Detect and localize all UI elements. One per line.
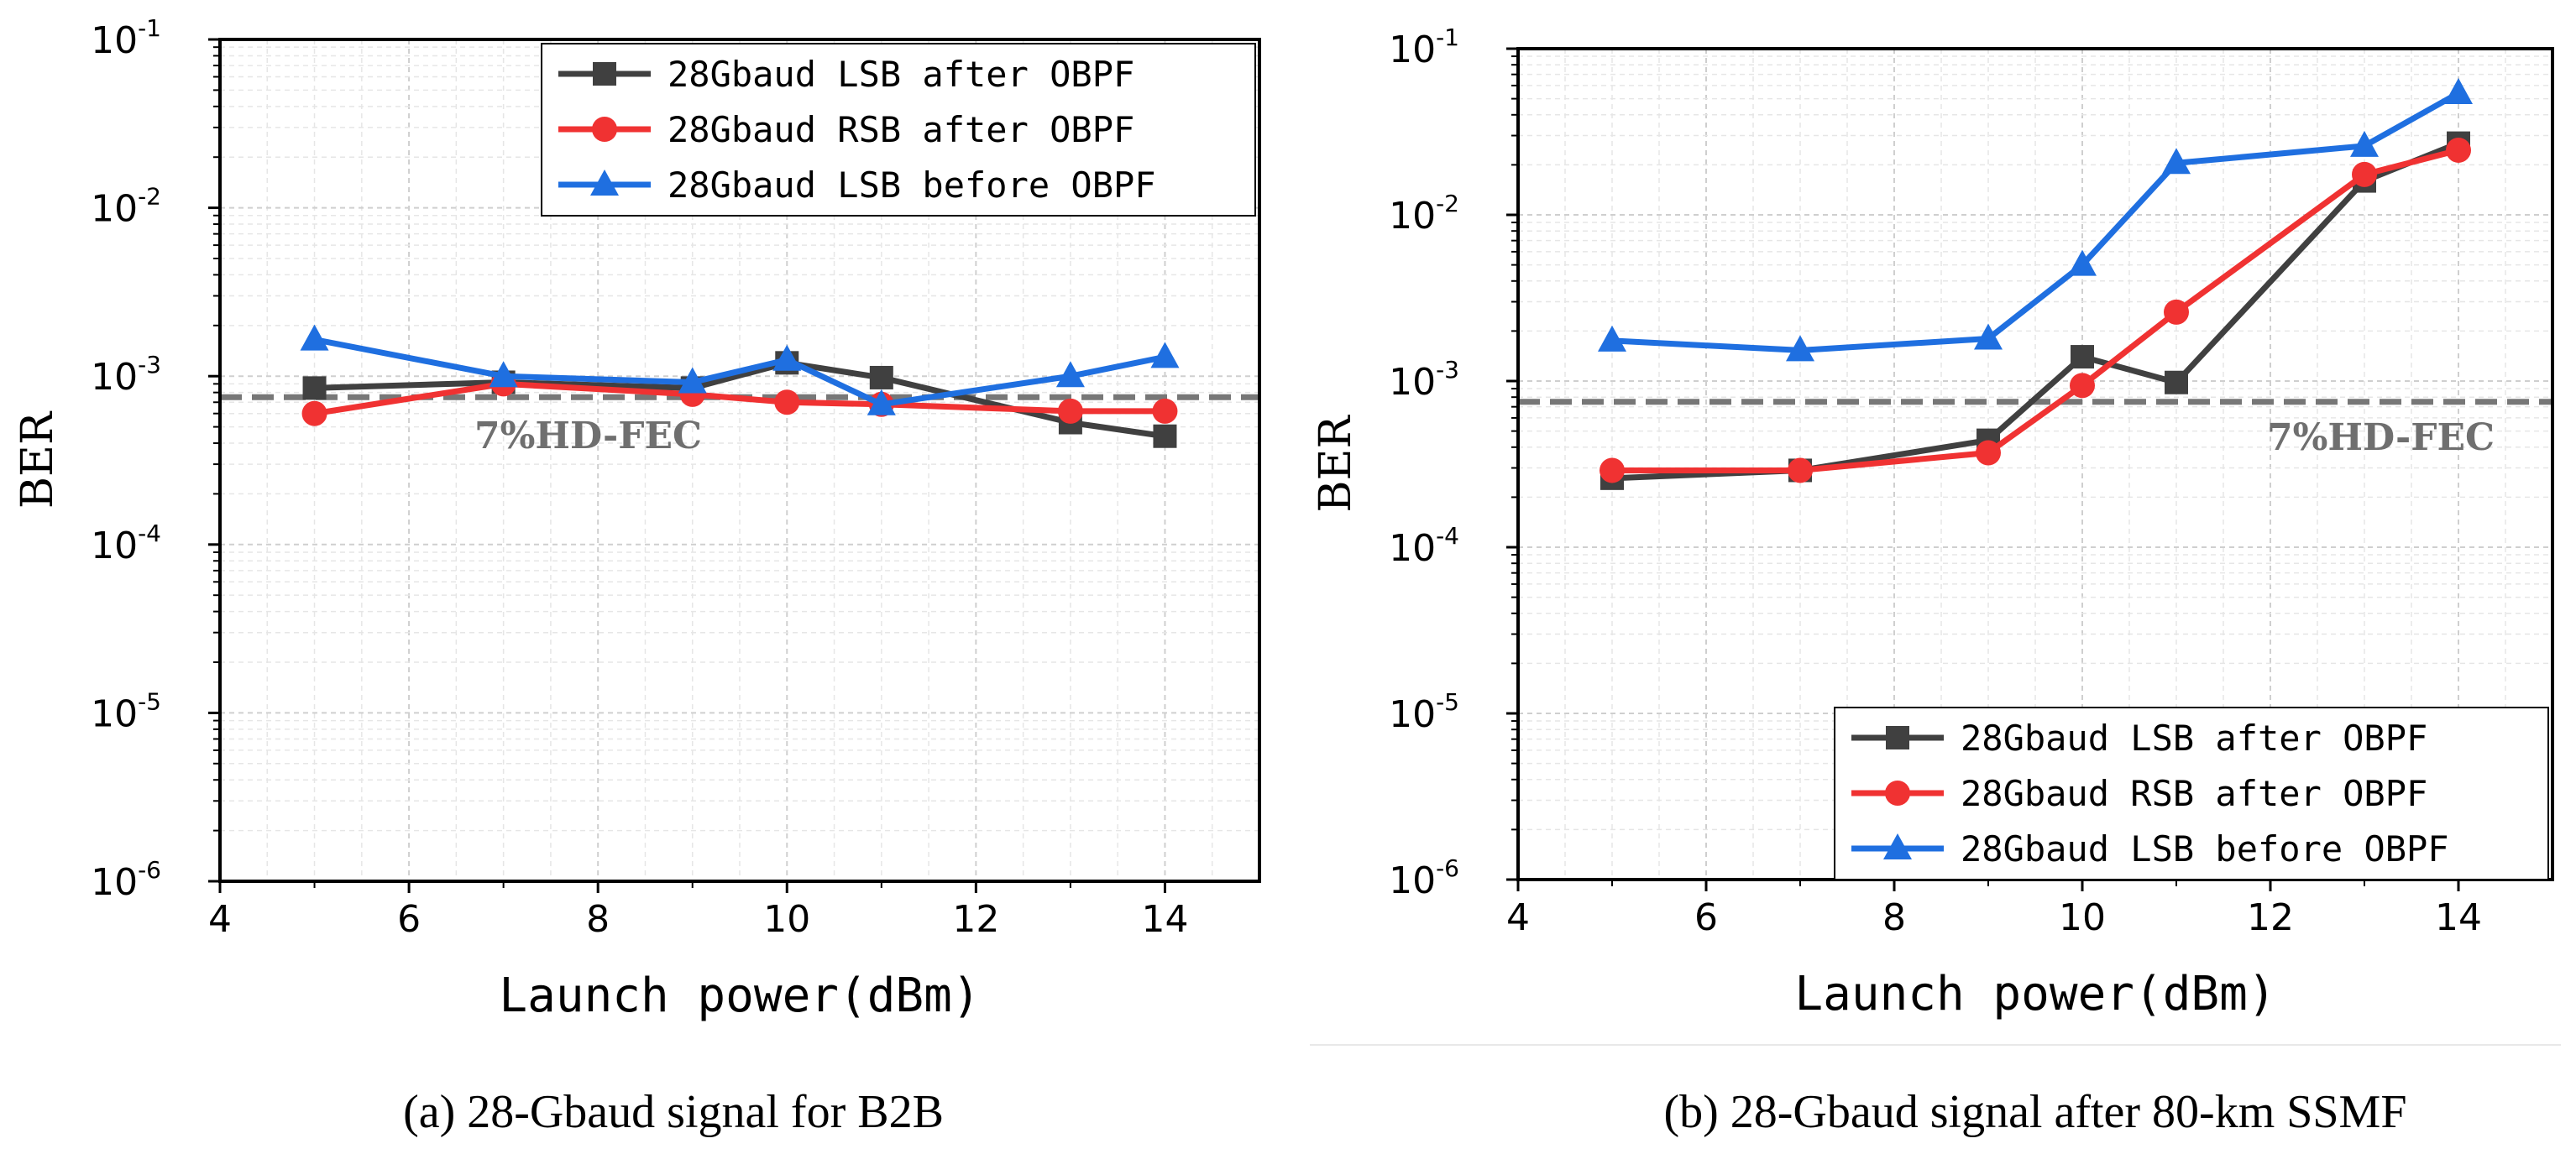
legend-box [1834,707,2549,880]
data-point [772,344,802,371]
y-tick-label: 10-2 [91,183,161,231]
legend-marker-3 [590,170,619,196]
data-point [1150,342,1180,368]
y-tick-label: 10-3 [1389,356,1459,404]
legend-box [541,43,1256,217]
panel-a-fec-label: 7%HD-FEC [474,415,702,457]
x-tick-label: 8 [586,898,610,941]
panel-b-series-3 [1598,77,2473,362]
data-point [2352,161,2377,187]
panel-a-x-axis-label: Launch power(dBm) [499,969,980,1023]
y-tick-label: 10-1 [91,14,161,62]
data-point [2444,77,2473,104]
data-point [301,400,327,426]
legend-label-1: 28Gbaud LSB after OBPF [1961,718,2427,759]
x-tick-label: 14 [1141,898,1188,941]
y-tick-label: 10-1 [1389,24,1459,71]
data-point [300,324,329,351]
legend-marker-2 [1885,781,1910,806]
panel-a-legend: 28Gbaud LSB after OBPF 28Gbaud RSB after … [541,43,1256,217]
x-tick-label: 4 [208,898,232,941]
data-point [2068,249,2097,276]
panel-b-caption: (b) 28-Gbaud signal after 80-km SSMF [1663,1086,2406,1138]
data-point [1057,398,1083,424]
x-tick-label: 12 [2247,896,2294,939]
data-point [2070,373,2095,399]
legend-label-3: 28Gbaud LSB before OBPF [668,164,1156,206]
legend-marker-1 [1886,726,1909,749]
data-point [1598,325,1626,352]
panel-a-y-axis-label: BER [13,410,63,509]
y-tick-label: 10-6 [91,856,161,904]
data-point [1974,323,2003,350]
data-point [774,389,800,415]
legend-label-3: 28Gbaud LSB before OBPF [1961,828,2449,870]
panel-b-series-2 [1600,137,2471,483]
data-point [2165,370,2188,394]
data-point [302,376,327,400]
legend-marker-3 [1883,833,1912,859]
data-point [2071,345,2094,369]
data-point [1976,440,2001,466]
panel-b: 7%HD-FEC 4 6 8 10 12 14 10-6 10-5 10-4 10-3 10-2 10-… [1311,24,2554,1138]
x-tick-label: 8 [1882,896,1906,939]
data-point [489,361,518,388]
legend-label-1: 28Gbaud LSB after OBPF [668,54,1134,95]
x-tick-label: 10 [763,898,810,941]
legend-label-2: 28Gbaud RSB after OBPF [668,109,1134,150]
panel-b-fec-label: 7%HD-FEC [2267,416,2495,459]
data-point [2162,148,2191,175]
data-point [869,365,893,389]
panel-a: 7%HD-FEC 4 6 8 10 12 14 10-6 10-5 10-4 10-3 10-2 10-… [13,14,1261,1138]
legend-marker-1 [593,62,616,86]
data-point [2164,299,2189,325]
x-tick-label: 14 [2435,896,2482,939]
y-tick-label: 10-4 [91,520,161,567]
y-tick-label: 10-5 [91,687,161,735]
x-tick-label: 12 [952,898,999,941]
panel-a-plot-frame [218,38,1261,883]
panel-b-x-axis-label: Launch power(dBm) [1794,967,2275,1021]
panel-b-y-axis-label: BER [1311,414,1361,512]
data-point [1788,457,1813,483]
data-point [1153,424,1177,448]
x-tick-label: 6 [397,898,421,941]
legend-label-2: 28Gbaud RSB after OBPF [1961,773,2427,814]
y-tick-label: 10-6 [1389,854,1459,902]
x-tick-label: 6 [1694,896,1718,939]
y-tick-label: 10-4 [1389,522,1459,570]
y-tick-label: 10-5 [1389,688,1459,736]
data-point [867,389,896,415]
panel-b-legend: 28Gbaud LSB after OBPF 28Gbaud RSB after … [1834,707,2549,880]
x-tick-label: 4 [1506,896,1530,939]
data-point [1152,398,1178,424]
data-point [1600,457,1625,483]
x-tick-label: 10 [2059,896,2106,939]
y-tick-label: 10-2 [1389,190,1459,238]
data-point [1055,361,1085,388]
y-tick-label: 10-3 [91,351,161,399]
panel-a-series-3 [300,324,1180,415]
panel-a-caption: (a) 28-Gbaud signal for B2B [403,1086,944,1138]
data-point [678,367,707,394]
data-point [2446,137,2471,163]
legend-marker-2 [592,117,617,142]
data-point [1786,335,1814,362]
data-point [2350,130,2379,157]
